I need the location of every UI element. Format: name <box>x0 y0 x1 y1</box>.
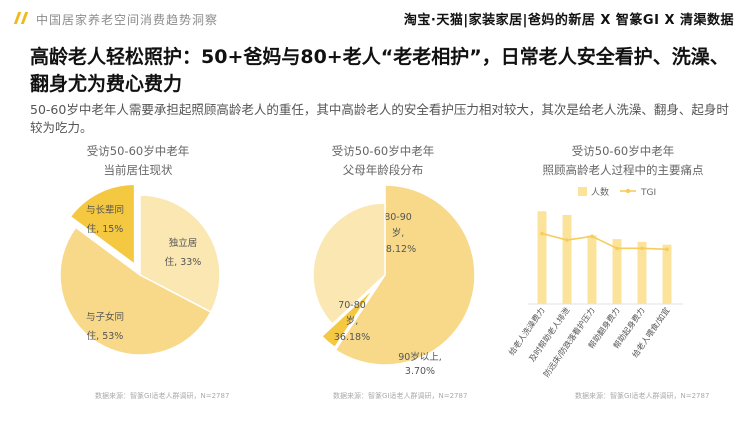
chart2-title-line2: 父母年龄段分布 <box>342 163 424 177</box>
slice-label: 住, 33% <box>165 256 202 268</box>
tgi-point <box>640 246 644 251</box>
tgi-point <box>665 247 669 252</box>
report-title: 中国居家养老空间消费趋势洞察 <box>36 13 219 27</box>
bar <box>537 211 547 304</box>
chart2-title: 受访50-60岁中老年 父母年龄段分布 <box>263 142 503 180</box>
tgi-point <box>615 246 619 251</box>
slice-label: 3.70% <box>405 366 435 377</box>
chart1-title-line1: 受访50-60岁中老年 <box>86 144 190 158</box>
legend-marker <box>625 188 631 194</box>
pie-slice <box>69 183 136 266</box>
chart2-source: 数据来源：智篆GI适老人群调研，N=2787 <box>333 392 468 400</box>
bar <box>612 239 622 304</box>
chart1-title: 受访50-60岁中老年 当前居住现状 <box>18 142 258 180</box>
top-bar: 中国居家养老空间消费趋势洞察 淘宝·天猫|家装家居|爸妈的新居 X 智篆GI X… <box>0 0 750 36</box>
slice-label: 与长辈同 <box>86 204 124 216</box>
pie-slice <box>334 184 476 366</box>
chart3-title-line2: 照顾高龄老人过程中的主要痛点 <box>542 163 704 177</box>
page-description: 50-60岁中老年人需要承担起照顾高龄老人的重任，其中高龄老人的安全看护压力相对… <box>30 102 729 135</box>
chart3-bar-line: 人数 TGI给老人洗澡费力及时帮助老人排泄防远床/防跌落看护压力帮助翻身费力帮助起… <box>506 186 683 379</box>
pie-slice <box>139 194 221 314</box>
page-headline: 高龄老人轻松照护：50+爸妈与80+老人“老老相护”，日常老人安全看护、洗澡、翻… <box>30 46 729 95</box>
slice-label: 36.18% <box>334 332 370 343</box>
slice-label: 70-80 <box>338 300 366 311</box>
brand-logos: 淘宝·天猫|家装家居|爸妈的新居 X 智篆GI X 清渠数据 <box>403 13 734 28</box>
bar <box>662 244 672 304</box>
chart3-source: 数据来源：智篆GI适老人群调研，N=2787 <box>575 392 710 400</box>
pie-slice <box>59 226 212 356</box>
tgi-line <box>541 232 668 251</box>
slice-label: 住, 53% <box>87 330 124 342</box>
chart1-source: 数据来源：智篆GI适老人群调研，N=2787 <box>95 392 230 400</box>
accent-slash <box>20 12 29 24</box>
slice-label: 80-90 <box>384 212 412 223</box>
chart2-pie: 80-90 岁, 58.12% 90岁以上, 3.70% 70-80 岁, 36.18% <box>312 184 476 377</box>
pie-slice <box>320 286 376 349</box>
chart3-title-line1: 受访50-60岁中老年 <box>571 144 675 158</box>
slice-label: 90岁以上, <box>398 351 442 363</box>
slice-label: 58.12% <box>380 244 416 255</box>
chart2-title-line1: 受访50-60岁中老年 <box>331 144 435 158</box>
pie-slice <box>312 202 386 326</box>
legend-label: 人数 <box>591 186 609 198</box>
tgi-point <box>565 238 569 242</box>
legend-swatch-bar <box>578 187 587 196</box>
bar <box>562 214 572 304</box>
bar <box>587 235 597 304</box>
accent-slash <box>13 12 22 24</box>
tgi-point <box>590 234 594 239</box>
bar <box>637 241 647 304</box>
legend-label: TGI <box>640 188 656 198</box>
slice-label: 岁, <box>392 227 405 239</box>
chart3-title: 受访50-60岁中老年 照顾高龄老人过程中的主要痛点 <box>503 142 743 180</box>
slice-label: 住, 15% <box>87 223 124 235</box>
slice-label: 独立居 <box>169 237 198 249</box>
slice-label: 与子女同 <box>86 311 124 323</box>
tgi-point <box>540 231 544 236</box>
chart1-title-line2: 当前居住现状 <box>103 163 173 177</box>
slice-label: 岁, <box>346 315 359 327</box>
